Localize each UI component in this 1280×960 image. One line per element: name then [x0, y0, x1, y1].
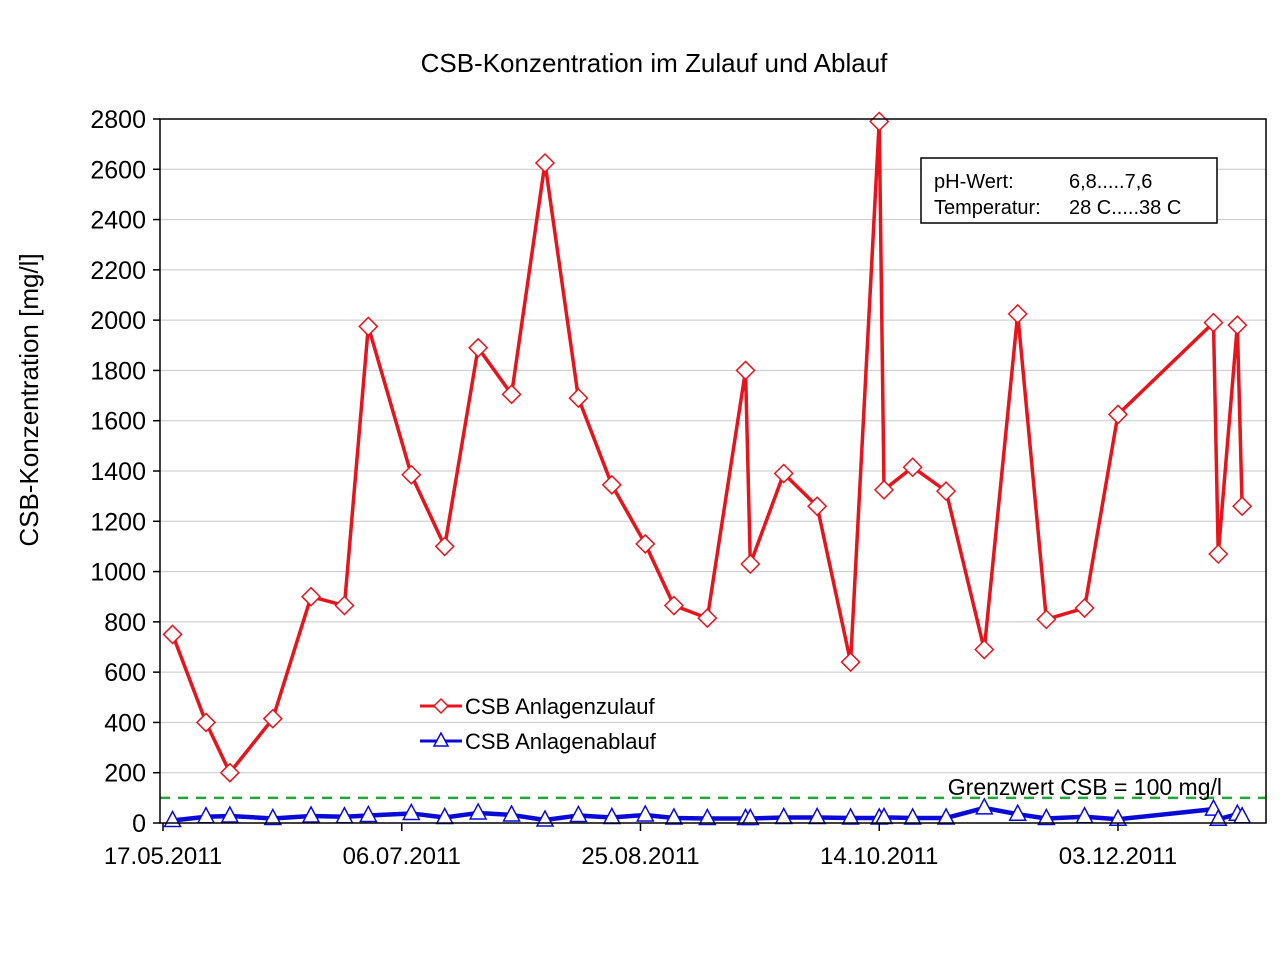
x-tick-label: 06.07.2011 [343, 843, 461, 870]
data-point [663, 595, 684, 616]
data-point [1107, 404, 1129, 425]
y-tick-label: 800 [104, 609, 146, 637]
chart-title: CSB-Konzentration im Zulauf und Ablauf [421, 48, 889, 78]
data-point [162, 624, 183, 645]
data-point [636, 804, 655, 822]
series-ablauf [163, 797, 1252, 828]
data-point [807, 496, 828, 517]
data-point [635, 533, 656, 554]
data-point [841, 807, 860, 825]
data-point [936, 481, 957, 502]
data-point [1074, 597, 1095, 619]
data-point [220, 805, 240, 823]
legend-item-ablauf: CSB Anlagenablauf [420, 729, 657, 754]
y-tick-label: 1600 [90, 408, 146, 436]
y-axis-label: CSB-Konzentration [mg/l] [14, 253, 44, 546]
data-point [334, 595, 355, 616]
data-point [301, 805, 321, 823]
data-point [359, 804, 378, 823]
y-tick-label: 2400 [90, 207, 146, 235]
data-point [1007, 303, 1028, 324]
data-point [1208, 543, 1229, 565]
data-point [1037, 807, 1056, 826]
y-tick-label: 400 [104, 709, 146, 737]
axes: 0 200 400 600 800 1000 1200 1400 1600 1800 2000 220… [90, 106, 1177, 870]
data-point [195, 712, 217, 733]
data-point [401, 464, 422, 485]
data-point [300, 586, 322, 607]
annotation-box: pH-Wert: 6,8.....7,6 Temperatur: 28 C...… [920, 157, 1218, 224]
grid [160, 168, 1266, 774]
annotation-value-temp: 28 C.....38 C [1069, 197, 1181, 219]
data-point [434, 536, 455, 557]
legend-label: CSB Anlagenzulauf [465, 694, 655, 719]
data-point [975, 797, 994, 815]
data-point [840, 652, 861, 673]
y-tick-label: 1200 [90, 508, 146, 536]
data-point [1036, 609, 1057, 630]
data-point [873, 479, 895, 500]
data-point [1203, 312, 1224, 333]
data-point [936, 807, 956, 825]
data-point [568, 388, 589, 409]
data-point [741, 807, 760, 826]
data-point [902, 457, 923, 478]
annotation-value-ph: 6,8.....7,6 [1069, 171, 1152, 193]
y-tick-label: 2600 [90, 156, 146, 184]
legend-item-zulauf: CSB Anlagenzulauf [420, 694, 655, 719]
series-zulauf [162, 111, 1253, 783]
data-point [501, 384, 522, 405]
data-point [601, 474, 622, 495]
data-point [569, 804, 588, 823]
triangle-marker-icon [432, 731, 450, 747]
data-point [740, 553, 761, 575]
data-point [1227, 315, 1248, 336]
data-point [219, 762, 240, 783]
legend-label: CSB Anlagenablauf [465, 729, 657, 754]
y-tick-label: 2200 [90, 257, 146, 285]
data-point [1008, 803, 1027, 821]
x-tick-label: 17.05.2011 [104, 843, 222, 870]
annotation-label-ph: pH-Wert: [934, 171, 1014, 193]
data-point [869, 111, 890, 132]
data-point [1209, 808, 1228, 826]
data-point [262, 708, 283, 729]
y-tick-label: 2800 [90, 106, 146, 134]
x-tick-label: 14.10.2011 [820, 843, 938, 870]
y-tick-label: 1800 [90, 357, 146, 385]
y-tick-label: 600 [104, 659, 146, 687]
data-point [534, 152, 556, 174]
diamond-marker-icon [432, 697, 450, 715]
data-point [468, 802, 488, 820]
threshold-label: Grenzwert CSB = 100 mg/l [948, 774, 1222, 800]
x-tick-label: 25.08.2011 [581, 843, 699, 870]
y-tick-label: 200 [104, 760, 146, 788]
data-point [664, 807, 684, 825]
series-group [162, 111, 1253, 828]
data-point [468, 337, 489, 358]
data-point [974, 639, 995, 660]
data-point [773, 463, 794, 484]
annotation-label-temp: Temperatur: [934, 197, 1041, 219]
data-point [1232, 496, 1253, 517]
data-point [698, 807, 717, 826]
data-point [697, 608, 718, 629]
data-point [502, 804, 521, 822]
data-point [263, 807, 283, 826]
legend: CSB Anlagenzulauf CSB Anlagenablauf [420, 694, 657, 754]
y-tick-label: 1000 [90, 559, 146, 587]
x-tick-label: 03.12.2011 [1059, 843, 1177, 870]
y-tick-label: 1400 [90, 458, 146, 486]
data-point [535, 809, 555, 827]
y-tick-label: 0 [132, 810, 146, 838]
data-point [358, 316, 379, 337]
data-point [903, 807, 922, 825]
y-tick-label: 2000 [90, 307, 146, 335]
data-point [735, 360, 756, 381]
data-point [402, 802, 421, 821]
